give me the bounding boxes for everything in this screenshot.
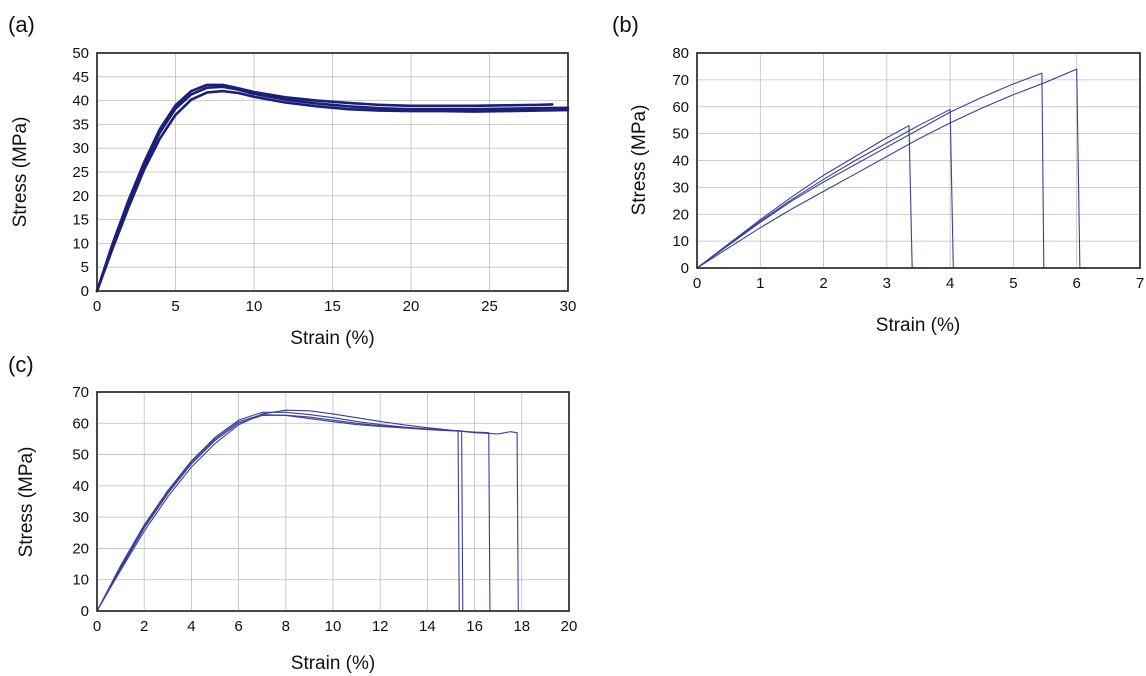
y-tick-label-b-3: 30 (672, 179, 689, 196)
y-tick-label-a-2: 10 (72, 235, 89, 252)
y-tick-label-c-6: 60 (72, 415, 89, 432)
x-tick-label-c-8: 16 (466, 618, 483, 635)
y-tick-label-a-4: 20 (72, 188, 89, 205)
y-tick-labels-a: 0 5 10 15 20 25 30 35 40 45 50 (72, 45, 89, 300)
x-tick-label-a-0: 0 (93, 298, 101, 315)
x-axis-title-c: Strain (%) (291, 653, 375, 674)
panel-label-b: (b) (612, 12, 639, 37)
y-tick-label-b-7: 70 (672, 72, 689, 89)
x-tick-label-c-6: 12 (372, 618, 389, 635)
y-tick-label-c-3: 30 (72, 509, 89, 526)
y-tick-label-c-7: 70 (72, 384, 89, 401)
x-tick-label-b-7: 7 (1136, 275, 1144, 292)
x-tick-label-b-4: 4 (946, 275, 954, 292)
y-tick-label-c-4: 40 (72, 478, 89, 495)
y-tick-label-c-1: 10 (72, 572, 89, 589)
x-tick-labels-b: 0 1 2 3 4 5 6 7 (693, 275, 1144, 292)
chart-panel-a: (a) 0 5 10 15 20 25 30 0 5 10 15 20 25 30 35 40 45 50 St… (8, 12, 576, 349)
y-tick-label-a-9: 45 (72, 69, 89, 86)
y-tick-label-a-3: 15 (72, 212, 89, 229)
y-axis-title-a: Stress (MPa) (10, 117, 31, 228)
series-line-b-4 (696, 68, 1081, 269)
y-tick-label-a-10: 50 (72, 45, 89, 62)
x-tick-label-b-0: 0 (693, 275, 701, 292)
series-line-a-2 (95, 85, 570, 293)
y-axis-title-b: Stress (MPa) (629, 105, 650, 216)
y-tick-labels-c: 0 10 20 30 40 50 60 70 (72, 384, 89, 620)
gridlines-c (97, 392, 569, 611)
x-tick-label-a-1: 5 (171, 298, 179, 315)
y-tick-label-b-5: 50 (672, 126, 689, 143)
series-group-c (96, 409, 519, 612)
x-tick-label-c-0: 0 (93, 618, 101, 635)
series-line-a-3 (95, 89, 570, 293)
x-tick-label-a-3: 15 (324, 298, 341, 315)
plot-border-b (696, 52, 1141, 269)
x-tick-label-c-9: 18 (513, 618, 530, 635)
series-group-a (95, 83, 570, 293)
y-tick-label-b-0: 0 (681, 260, 689, 277)
x-tick-label-c-7: 14 (419, 618, 436, 635)
series-line-c-4 (96, 409, 519, 612)
gridlines-b (697, 53, 1140, 268)
y-axis-title-c: Stress (MPa) (16, 447, 37, 558)
chart-panel-c: (c) 0 2 4 6 8 10 12 14 16 18 20 0 10 20 30 40 50 60 70 St… (8, 352, 577, 674)
y-tick-label-a-1: 5 (81, 259, 89, 276)
y-tick-label-a-8: 40 (72, 93, 89, 110)
y-tick-label-b-1: 10 (672, 233, 689, 250)
y-tick-label-b-8: 80 (672, 45, 689, 62)
x-tick-labels-c: 0 2 4 6 8 10 12 14 16 18 20 (93, 618, 578, 635)
y-tick-label-a-5: 25 (72, 164, 89, 181)
x-tick-label-a-6: 30 (560, 298, 577, 315)
y-tick-label-b-2: 20 (672, 206, 689, 223)
series-line-b-2 (696, 108, 954, 269)
x-tick-label-c-1: 2 (140, 618, 148, 635)
plot-border-a (96, 52, 569, 292)
y-tick-labels-b: 0 10 20 30 40 50 60 70 80 (672, 45, 689, 277)
y-tick-label-c-5: 50 (72, 447, 89, 464)
x-tick-label-c-4: 8 (282, 618, 290, 635)
x-tick-label-b-5: 5 (1009, 275, 1017, 292)
y-tick-label-a-6: 30 (72, 140, 89, 157)
plot-border-c (96, 391, 570, 612)
gridlines-a (97, 53, 568, 291)
x-tick-label-b-6: 6 (1073, 275, 1081, 292)
x-tick-label-a-5: 25 (481, 298, 498, 315)
x-tick-label-b-1: 1 (756, 275, 764, 292)
panel-label-c: (c) (8, 352, 34, 377)
x-tick-label-a-4: 20 (403, 298, 420, 315)
x-tick-label-c-3: 6 (234, 618, 242, 635)
chart-panel-b: (b) 0 1 2 3 4 5 6 7 0 10 20 30 40 50 60 70 80 Strain (%… (612, 12, 1144, 336)
x-tick-labels-a: 0 5 10 15 20 25 30 (93, 298, 577, 315)
x-axis-title-b: Strain (%) (876, 315, 960, 336)
series-group-b (696, 68, 1081, 269)
series-line-b-3 (696, 72, 1045, 269)
x-axis-title-a: Strain (%) (290, 328, 374, 349)
x-tick-label-c-10: 20 (561, 618, 578, 635)
panel-label-a: (a) (8, 12, 35, 37)
x-tick-label-a-2: 10 (246, 298, 263, 315)
x-tick-label-c-5: 10 (325, 618, 342, 635)
series-line-b-1 (696, 125, 913, 269)
x-tick-label-b-3: 3 (883, 275, 891, 292)
x-tick-label-c-2: 4 (187, 618, 195, 635)
y-tick-label-a-7: 35 (72, 116, 89, 133)
y-tick-label-c-0: 0 (81, 603, 89, 620)
y-tick-label-c-2: 20 (72, 540, 89, 557)
y-tick-label-b-6: 60 (672, 99, 689, 116)
y-tick-label-b-4: 40 (672, 153, 689, 170)
y-tick-label-a-0: 0 (81, 283, 89, 300)
x-tick-label-b-2: 2 (819, 275, 827, 292)
